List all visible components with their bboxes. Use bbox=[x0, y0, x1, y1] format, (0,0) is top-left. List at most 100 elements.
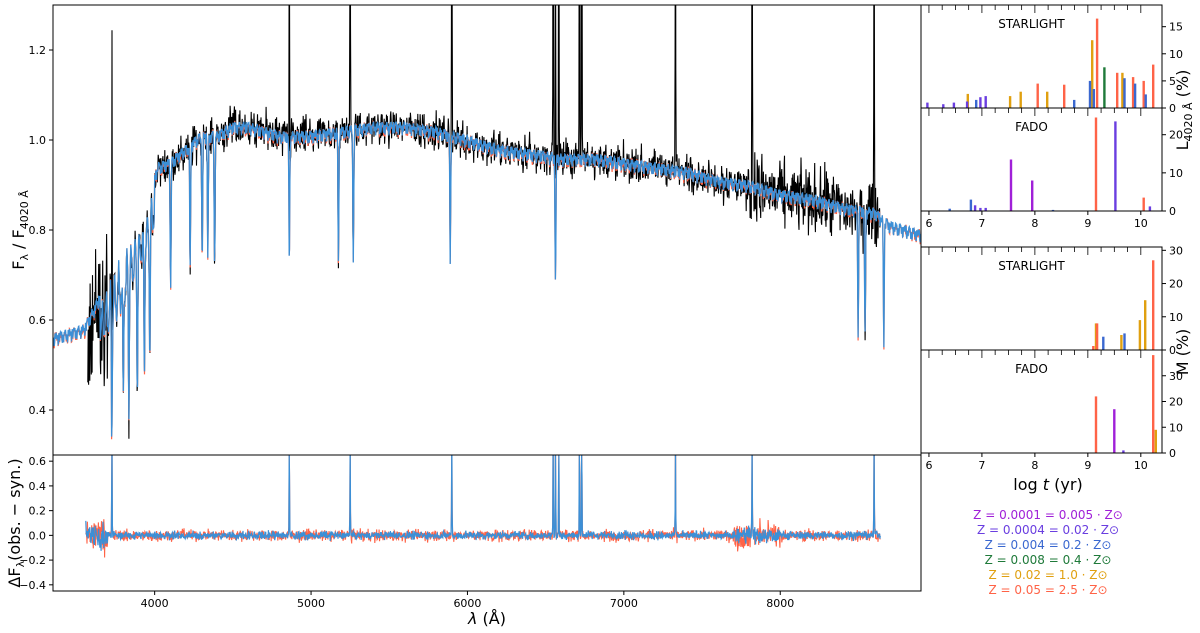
mass-fado-xtick-label: 10 bbox=[1134, 459, 1148, 472]
light-fado-bar bbox=[1009, 159, 1013, 211]
mass-starlight-ytick-label: 20 bbox=[1169, 278, 1183, 291]
legend-entry: Z = 0.05 = 2.5 · Z⊙ bbox=[988, 583, 1107, 597]
spectrum-ytick-label: 0.4 bbox=[29, 404, 47, 417]
mass-fado-bar bbox=[1152, 355, 1155, 453]
spectrum-frame bbox=[52, 4, 922, 456]
mass-fado-bar bbox=[1154, 429, 1157, 453]
residual-ytick-label: −0.2 bbox=[19, 554, 46, 567]
light-starlight-bar bbox=[952, 102, 956, 108]
light-starlight-bar bbox=[975, 99, 978, 108]
light-starlight-bar bbox=[1095, 18, 1099, 109]
light-fado-panel: FADO 0 10 20 6 7 8 9 10 bbox=[920, 107, 1183, 230]
light-fado-xtick-label: 6 bbox=[925, 217, 932, 230]
residual-xtick-label: 7000 bbox=[610, 597, 638, 610]
mass-starlight-bar bbox=[1120, 335, 1123, 350]
residual-xtick-label: 4000 bbox=[141, 597, 169, 610]
mass-fado-bar bbox=[1122, 450, 1125, 453]
mass-starlight-ytick-label: 30 bbox=[1169, 244, 1183, 257]
light-fado-ytick-label: 0 bbox=[1169, 205, 1176, 218]
mass-fado-ytick-label: 0 bbox=[1169, 447, 1176, 460]
mass-fado-bar bbox=[1113, 409, 1116, 453]
age-axis-label: log t (yr) bbox=[1013, 475, 1082, 494]
residual-ytick-label: 0.6 bbox=[29, 455, 47, 468]
light-axis-label: L4020 Å (%) bbox=[1173, 70, 1195, 151]
light-starlight-bar bbox=[1036, 83, 1039, 108]
residual-ytick-label: 0.0 bbox=[29, 529, 47, 542]
residual-xlabel: λ (Å) bbox=[467, 609, 506, 628]
mass-fado-xtick-label: 7 bbox=[978, 459, 985, 472]
light-starlight-title: STARLIGHT bbox=[998, 17, 1065, 31]
residual-ytick-label: 0.4 bbox=[29, 480, 47, 493]
residual-panel: −0.4 −0.2 0.0 0.2 0.4 0.6 4000 5000 6000 7000 800… bbox=[5, 454, 922, 628]
light-starlight-ytick-label: 0 bbox=[1169, 102, 1176, 115]
light-starlight-bar bbox=[1142, 80, 1145, 108]
light-fado-ytick-label: 20 bbox=[1169, 129, 1183, 142]
light-starlight-bar bbox=[984, 96, 987, 108]
light-starlight-ytick-label: 10 bbox=[1169, 48, 1183, 61]
mass-fado-xtick-label: 8 bbox=[1031, 459, 1038, 472]
light-starlight-bar bbox=[1103, 67, 1106, 108]
spectrum-ytick-label: 0.8 bbox=[29, 224, 47, 237]
spectrum-panel: 0.4 0.6 0.8 1.0 1.2 Fλ / F4020 Å bbox=[9, 4, 922, 456]
light-fado-xtick-label: 10 bbox=[1134, 217, 1148, 230]
light-starlight-bar bbox=[1116, 72, 1119, 108]
mass-fado-bar bbox=[1094, 396, 1098, 453]
residual-xtick-label: 8000 bbox=[766, 597, 794, 610]
light-fado-xtick-label: 8 bbox=[1031, 217, 1038, 230]
light-starlight-bar bbox=[942, 104, 945, 108]
metallicity-legend: Z = 0.0001 = 0.005 · Z⊙Z = 0.0004 = 0.02… bbox=[973, 508, 1123, 597]
light-starlight-bar bbox=[1088, 80, 1092, 108]
mass-starlight-bar bbox=[1123, 333, 1126, 350]
light-starlight-bar bbox=[1046, 91, 1049, 108]
light-starlight-bar bbox=[1152, 64, 1155, 108]
observed-spectrum-line bbox=[87, 5, 881, 439]
mass-starlight-ytick-label: 0 bbox=[1169, 344, 1176, 357]
mass-starlight-bar bbox=[1152, 260, 1155, 350]
residual-xtick-label: 6000 bbox=[453, 597, 481, 610]
starlight-residual-line bbox=[85, 455, 881, 551]
residual-ylabel: ΔFλ(obs. − syn.) bbox=[5, 458, 27, 587]
mass-starlight-bar bbox=[1144, 300, 1147, 350]
mass-fado-xtick-label: 6 bbox=[925, 459, 932, 472]
mass-starlight-panel: STARLIGHT 0 10 20 30 bbox=[920, 244, 1183, 357]
legend-entry: Z = 0.008 = 0.4 · Z⊙ bbox=[985, 553, 1112, 567]
residual-frame bbox=[52, 454, 922, 592]
spectrum-ytick-label: 1.2 bbox=[29, 44, 47, 57]
light-fado-bar bbox=[1114, 121, 1117, 211]
light-fado-bar bbox=[984, 207, 987, 211]
spectrum-ytick-label: 1.0 bbox=[29, 134, 47, 147]
residual-ytick-label: −0.4 bbox=[19, 579, 46, 592]
light-starlight-bar bbox=[1019, 91, 1022, 108]
light-fado-xtick-label: 7 bbox=[978, 217, 985, 230]
mass-fado-ytick-label: 20 bbox=[1169, 396, 1183, 409]
mass-starlight-bar bbox=[1138, 320, 1142, 350]
light-starlight-bar bbox=[1121, 72, 1124, 108]
light-fado-bar bbox=[969, 199, 973, 211]
light-starlight-bar bbox=[1073, 99, 1076, 108]
light-starlight-bar bbox=[1133, 83, 1137, 108]
residual-xtick-label: 5000 bbox=[297, 597, 325, 610]
light-fado-bar bbox=[1031, 180, 1034, 211]
light-fado-bar bbox=[1051, 209, 1055, 211]
light-fado-title: FADO bbox=[1015, 120, 1048, 134]
mass-fado-xtick-label: 9 bbox=[1084, 459, 1091, 472]
light-starlight-bar bbox=[966, 93, 969, 108]
light-fado-bar bbox=[1094, 117, 1098, 211]
light-starlight-bar bbox=[965, 101, 969, 108]
light-fado-bar bbox=[979, 207, 982, 211]
light-fado-bar bbox=[973, 205, 977, 211]
mass-starlight-bar bbox=[1095, 323, 1099, 350]
light-fado-ytick-label: 10 bbox=[1169, 167, 1183, 180]
residual-ytick-label: 0.2 bbox=[29, 505, 47, 518]
light-starlight-bar bbox=[1131, 77, 1135, 108]
light-fado-xtick-label: 9 bbox=[1084, 217, 1091, 230]
age-distribution-panels: STARLIGHT 0 5 10 15 FADO 0 10 20 6 7 8 9 10 STARLIGHT 0… bbox=[920, 4, 1183, 472]
light-starlight-bar bbox=[1091, 40, 1094, 109]
mass-fado-panel: FADO 0 10 20 30 6 7 8 9 10 bbox=[920, 349, 1183, 472]
light-starlight-bar bbox=[1063, 84, 1066, 108]
mass-starlight-ytick-label: 10 bbox=[1169, 311, 1183, 324]
mass-fado-title: FADO bbox=[1015, 362, 1048, 376]
light-starlight-bar bbox=[1144, 94, 1147, 108]
light-starlight-bar bbox=[979, 97, 982, 108]
